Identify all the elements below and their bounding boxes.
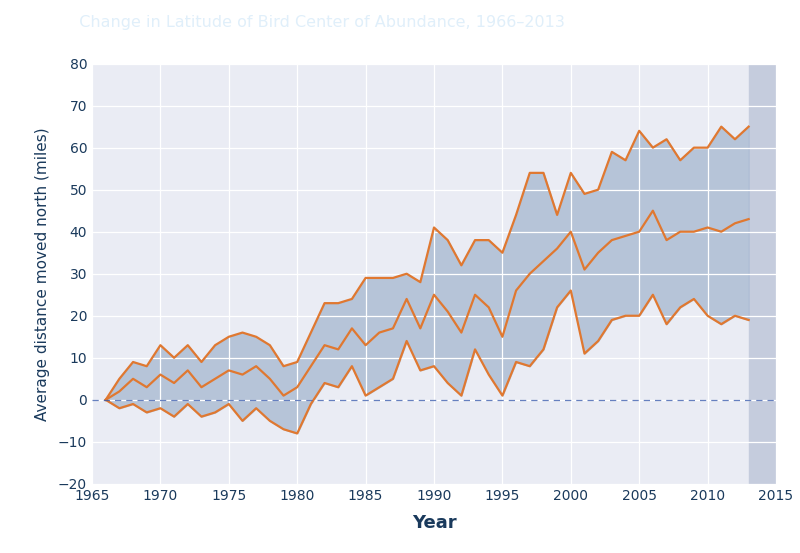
X-axis label: Year: Year [412,514,456,532]
Text: Figure 1.: Figure 1. [8,15,89,30]
Bar [749,64,776,484]
Text: Change in Latitude of Bird Center of Abundance, 1966–2013: Change in Latitude of Bird Center of Abu… [69,15,565,30]
Y-axis label: Average distance moved north (miles): Average distance moved north (miles) [34,127,50,420]
